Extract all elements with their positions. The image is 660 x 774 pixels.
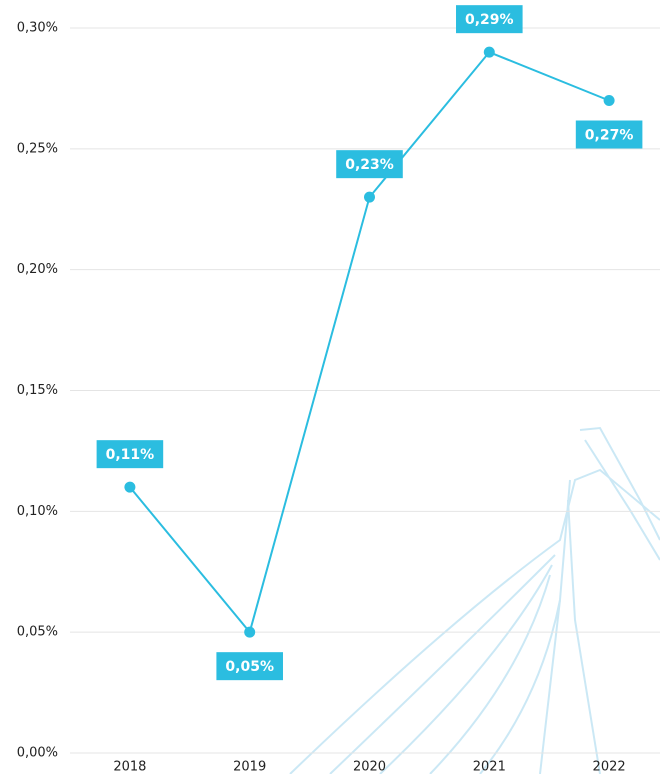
x-tick-label: 2021 (473, 760, 506, 774)
point (244, 626, 256, 638)
x-tick-label: 2019 (233, 760, 266, 774)
value-label-box (575, 120, 643, 149)
point (483, 46, 495, 58)
y-tick-label: 0,00% (17, 746, 58, 761)
x-tick-label: 2022 (593, 760, 626, 774)
point (603, 95, 615, 106)
x-tick-label: 2018 (113, 760, 146, 774)
value-label: 0,11% (106, 447, 155, 463)
y-tick-label: 0,20% (17, 262, 58, 277)
point (124, 481, 136, 493)
y-tick-label: 0,15% (17, 383, 58, 398)
value-label-box (456, 5, 523, 34)
value-label: 0,05% (225, 659, 274, 675)
value-label-box (336, 150, 403, 179)
y-tick-label: 0,25% (17, 141, 58, 156)
value-label: 0,27% (585, 128, 634, 144)
background-decoration (289, 426, 660, 774)
value-label-box (96, 440, 164, 469)
y-tick-label: 0,05% (17, 625, 58, 640)
y-tick-label: 0,30% (17, 21, 58, 36)
x-tick-label: 2020 (353, 760, 386, 774)
value-label-box (216, 652, 283, 681)
point (364, 191, 375, 203)
value-label: 0,23% (345, 157, 394, 173)
value-label: 0,29% (465, 12, 514, 28)
y-tick-label: 0,10% (17, 504, 58, 519)
line (129, 50, 610, 635)
